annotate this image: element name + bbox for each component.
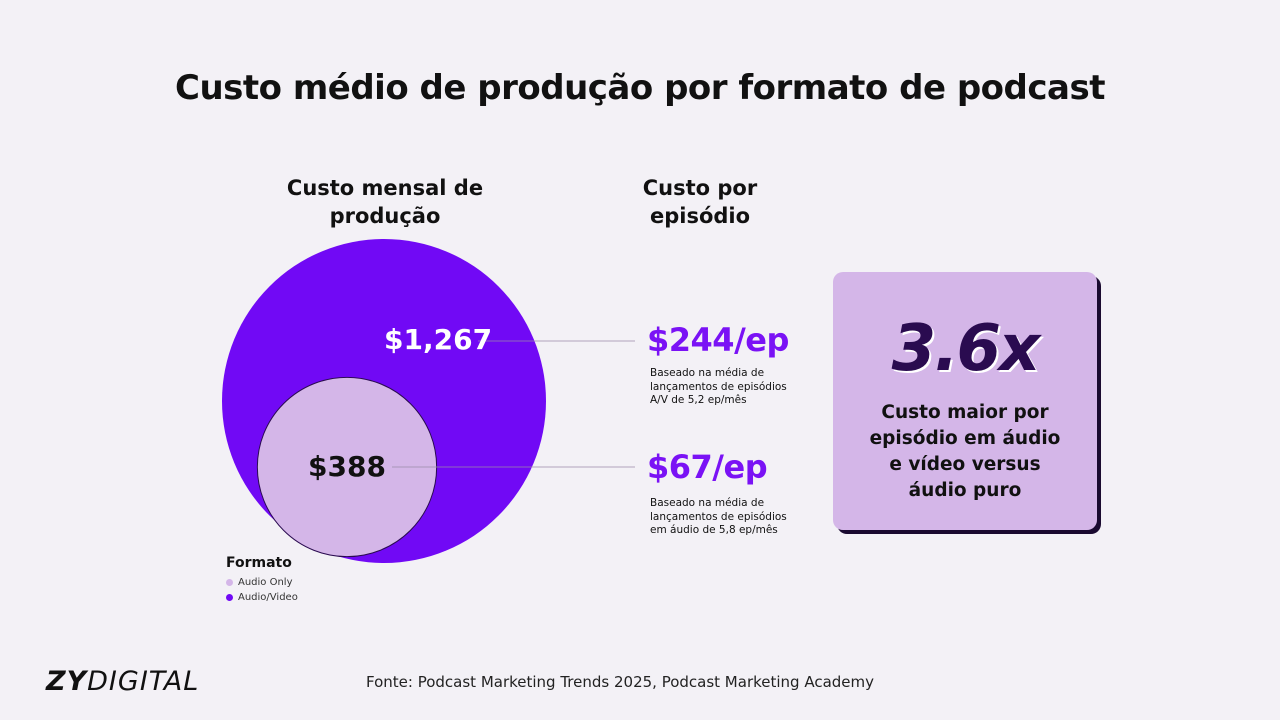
av-monthly-label: $1,267 — [384, 323, 493, 356]
legend-item-audio-only: Audio Only — [226, 575, 298, 590]
legend-label: Audio Only — [238, 577, 293, 588]
note-line: A/V de 5,2 ep/mês — [650, 394, 747, 406]
stat-line: e vídeo versus — [889, 454, 1041, 475]
note-line: Baseado na média de — [650, 367, 765, 379]
legend-dot-icon — [226, 594, 233, 601]
note-line: em áudio de 5,8 ep/mês — [650, 524, 778, 536]
audio-note: Baseado na média de lançamentos de episó… — [650, 497, 787, 538]
page-title: Custo médio de produção por formato de p… — [175, 68, 1105, 108]
per-episode-header: Custo por episódio — [642, 176, 758, 228]
av-note: Baseado na média de lançamentos de episó… — [650, 367, 787, 408]
stat-line: áudio puro — [908, 480, 1022, 501]
audio-monthly-label: $388 — [308, 450, 386, 483]
legend-dot-icon — [226, 579, 233, 586]
source-citation: Fonte: Podcast Marketing Trends 2025, Po… — [366, 673, 875, 691]
note-line: Baseado na média de — [650, 497, 765, 509]
stat-value: 3.6x — [891, 312, 1041, 386]
stat-card: 3.6x Custo maior por episódio em áudio e… — [833, 272, 1097, 530]
stat-line: episódio em áudio — [869, 428, 1061, 449]
note-line: lançamentos de episódios — [650, 380, 787, 393]
legend: Formato Audio Only Audio/Video — [226, 555, 298, 605]
logo-bold: ZY — [46, 666, 88, 697]
note-line: lançamentos de episódios — [650, 510, 787, 523]
av-per-episode: $244/ep — [647, 321, 789, 359]
logo-light: DIGITAL — [87, 666, 200, 697]
legend-item-audio-video: Audio/Video — [226, 590, 298, 605]
zydigital-logo: ZYDIGITAL — [46, 666, 199, 697]
legend-title: Formato — [226, 555, 292, 571]
audio-per-episode: $67/ep — [647, 448, 768, 486]
stat-line: Custo maior por — [881, 402, 1049, 423]
legend-label: Audio/Video — [238, 592, 298, 603]
stat-description: Custo maior por episódio em áudio e víde… — [833, 400, 1097, 504]
monthly-cost-header: Custo mensal de produção — [286, 176, 484, 228]
